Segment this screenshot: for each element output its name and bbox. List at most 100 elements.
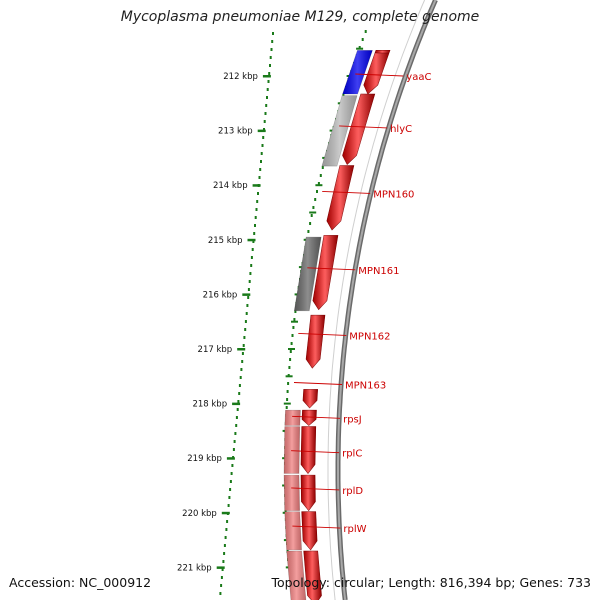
gene-arrow-shading <box>326 165 354 230</box>
gene-label: rpsJ <box>343 414 362 425</box>
scale-tick-label: 216 kbp <box>203 290 238 300</box>
scale-dot <box>221 568 224 571</box>
scale-dot <box>250 264 253 267</box>
scale-dot <box>269 64 271 67</box>
gene-label: MPN160 <box>373 189 414 200</box>
scale-dot <box>232 448 235 451</box>
scale-dot <box>258 176 261 179</box>
feature-track-dot <box>289 358 292 361</box>
scale-dot <box>245 312 248 315</box>
scale-tick-label: 220 kbp <box>182 509 217 519</box>
backbone-shadow-line <box>327 0 426 600</box>
scale-dot <box>262 136 265 139</box>
scale-tick-label: 217 kbp <box>198 345 233 355</box>
scale-tick <box>257 129 266 133</box>
scale-dot <box>267 80 270 83</box>
gene-label: rplD <box>342 486 363 497</box>
scale-dot <box>268 72 271 75</box>
scale-tick <box>247 238 256 242</box>
scale-dot <box>259 168 262 171</box>
feature-box-shading <box>284 511 302 550</box>
scale-dot <box>244 320 247 323</box>
feature-box-shading <box>284 475 300 511</box>
gene-label: rplC <box>342 449 362 460</box>
feature-track-dot <box>361 38 364 41</box>
scale-dot <box>228 496 231 499</box>
feature-box-shading <box>294 237 322 311</box>
map-title: Mycoplasma pneumoniae M129, complete gen… <box>120 9 480 25</box>
gene-arrow-shading <box>342 94 375 165</box>
gene-arrow-shading <box>302 389 318 408</box>
scale-dot <box>269 56 272 59</box>
label-leader-line <box>322 190 371 194</box>
scale-dot <box>247 288 250 291</box>
label-leader-line <box>307 267 356 271</box>
feature-track-dot <box>319 174 322 177</box>
label-leader-line <box>298 332 347 336</box>
gene-label: rplW <box>343 524 366 535</box>
feature-track-dot <box>316 190 318 193</box>
gene-arrow-shading <box>302 410 317 426</box>
scale-tick-label: 218 kbp <box>192 400 227 410</box>
feature-box-shading <box>284 410 301 426</box>
scale-dot <box>266 96 268 99</box>
feature-track-tick <box>283 402 291 405</box>
feature-track-tick <box>315 184 323 187</box>
scale-tick <box>232 402 241 406</box>
scale-dot <box>271 40 274 43</box>
scale-tick <box>221 511 230 515</box>
feature-track-dot <box>312 206 315 209</box>
scale-dot <box>254 224 256 227</box>
feature-box-shading <box>284 426 300 474</box>
scale-dot <box>219 592 222 595</box>
feature-box-shading <box>286 551 306 600</box>
gene-arrow-shading <box>312 235 338 310</box>
scale-dot <box>246 304 249 307</box>
scale-dot <box>239 376 242 379</box>
label-leader-line <box>291 450 340 454</box>
scale-dot <box>252 240 255 243</box>
gene-label: MPN161 <box>358 266 399 277</box>
label-leader-line <box>291 487 340 491</box>
gene-arrow-shading <box>303 551 322 600</box>
scale-dot <box>229 480 232 483</box>
scale-dot <box>260 152 263 155</box>
scale-tick <box>216 566 225 569</box>
scale-dot <box>263 120 266 123</box>
scale-dot <box>248 280 251 283</box>
feature-track-tick <box>291 320 298 323</box>
gene-label: hlyC <box>390 124 412 135</box>
feature-track-dot <box>285 406 288 409</box>
feature-track-dot <box>358 46 361 49</box>
scale-dot <box>234 432 237 435</box>
feature-track-tick <box>285 375 293 378</box>
scale-tick <box>242 293 251 296</box>
scale-tick <box>262 75 271 78</box>
scale-dot <box>241 360 244 363</box>
feature-track-dot <box>290 342 293 345</box>
scale-dot <box>230 472 233 475</box>
gene-label: MPN162 <box>349 331 390 342</box>
scale-dot <box>266 88 269 91</box>
scale-tick-label: 219 kbp <box>187 454 222 464</box>
scale-dot <box>272 32 274 35</box>
feature-track-tick <box>288 348 295 350</box>
scale-tick-label: 221 kbp <box>177 563 212 573</box>
scale-dot <box>229 488 232 491</box>
scale-dot <box>224 536 227 539</box>
gene-arrow-shading <box>301 511 318 550</box>
gene-arrow-shading <box>363 53 389 95</box>
feature-track-tick <box>356 47 364 50</box>
scale-tick <box>252 184 261 187</box>
scale-tick-label: 212 kbp <box>223 72 258 82</box>
gene-label: yaaC <box>406 72 431 83</box>
label-leader-line <box>293 382 343 385</box>
scale-dot <box>227 504 230 507</box>
scale-dot <box>251 248 254 251</box>
scale-dot <box>222 560 225 563</box>
scale-tick-label: 213 kbp <box>218 127 253 137</box>
scale-tick <box>226 457 235 460</box>
gene-arrow-shading <box>306 315 325 369</box>
scale-dot <box>236 408 239 411</box>
